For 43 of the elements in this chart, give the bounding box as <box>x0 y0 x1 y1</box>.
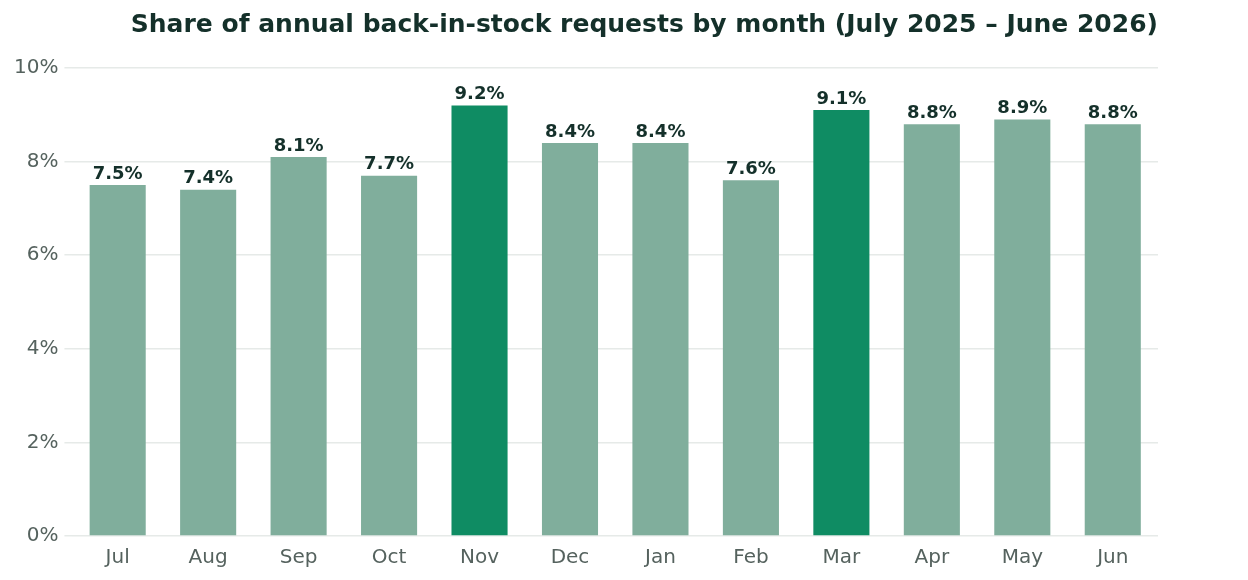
x-tick-label: Feb <box>733 544 769 569</box>
x-tick-label: May <box>1001 544 1044 569</box>
x-tick-label: Oct <box>371 544 407 569</box>
chart-title: Share of annual back-in-stock requests by month (July 2025 – June 2026) <box>130 8 1158 38</box>
bar <box>903 124 960 536</box>
data-label: 7.5% <box>92 161 143 183</box>
data-label: 7.7% <box>364 152 415 174</box>
bar <box>270 156 327 536</box>
bar <box>632 142 689 536</box>
data-label: 7.4% <box>183 166 234 188</box>
x-tick-label: Nov <box>460 544 500 569</box>
x-tick-label: Mar <box>822 544 862 569</box>
bar <box>541 142 599 536</box>
y-tick-label: 8% <box>26 147 59 172</box>
y-tick-label: 0% <box>26 522 59 547</box>
data-label: 8.1% <box>273 133 324 155</box>
bar <box>813 110 870 536</box>
data-label: 8.4% <box>635 119 686 141</box>
data-label: 9.2% <box>454 82 505 104</box>
data-label: 8.9% <box>997 96 1048 118</box>
y-tick-label: 4% <box>26 335 59 359</box>
y-tick-label: 6% <box>26 241 59 266</box>
data-label: 7.6% <box>725 156 776 178</box>
bar <box>180 189 237 536</box>
bar <box>722 180 779 536</box>
bar <box>89 185 146 536</box>
bar <box>451 105 508 536</box>
x-tick-label: Apr <box>914 544 950 569</box>
bar <box>994 119 1051 536</box>
data-label: 8.8% <box>906 100 957 122</box>
bar <box>361 175 418 536</box>
data-label: 9.1% <box>816 86 867 108</box>
x-tick-label: Sep <box>279 544 318 569</box>
x-tick-label: Jul <box>103 544 130 569</box>
x-tick-label: Jan <box>643 544 676 569</box>
bar <box>1084 124 1141 536</box>
x-tick-label: Aug <box>188 544 228 569</box>
data-label: 8.4% <box>545 119 595 141</box>
x-tick-label: Dec <box>550 544 590 569</box>
y-tick-label: 2% <box>26 428 59 453</box>
x-tick-label: Jun <box>1095 544 1129 569</box>
data-label: 8.8% <box>1087 100 1138 122</box>
y-tick-label: 10% <box>14 54 59 79</box>
